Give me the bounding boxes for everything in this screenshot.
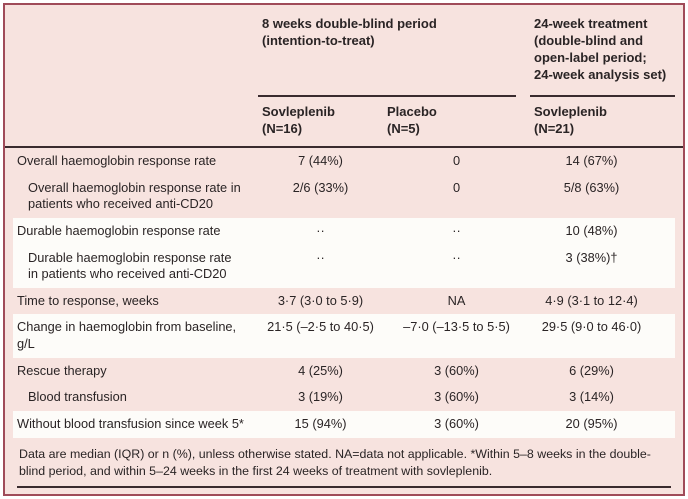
row-value: 0: [452, 153, 461, 168]
table-row: Durable haemoglobin response rate ·· ·· …: [13, 217, 675, 245]
row-label: Time to response, weeks: [17, 292, 159, 308]
column-header-sovleplenib-21: Sovleplenib (N=21): [534, 104, 607, 136]
row-value: 4·9 (3·1 to 12·4): [545, 292, 638, 308]
row-value: 7 (44%): [298, 153, 343, 168]
row-value: 14 (67%): [565, 153, 618, 168]
row-value: –7·0 (–13·5 to 5·5): [403, 319, 510, 335]
row-value: 2/6 (33%): [292, 179, 349, 195]
row-label: Rescue therapy: [17, 362, 107, 378]
row-label: Durable haemoglobin response rate in pat…: [28, 249, 232, 282]
column-group-8-weeks: 8 weeks double-blind period (intention-t…: [258, 16, 516, 97]
row-value: 21·5 (–2·5 to 40·5): [267, 319, 374, 335]
column-group-header: 8 weeks double-blind period (intention-t…: [13, 5, 675, 97]
row-value: ··: [316, 249, 325, 265]
row-label-header: [13, 104, 258, 146]
row-value: 3 (19%): [298, 389, 343, 405]
row-value: 4 (25%): [298, 362, 343, 378]
row-value: 15 (94%): [294, 415, 347, 431]
header-divider-rule: [5, 146, 683, 148]
row-value: 10 (48%): [565, 222, 618, 238]
table-row: Time to response, weeks 3·7 (3·0 to 5·9)…: [13, 288, 675, 315]
column-header-placebo-5: Placebo (N=5): [387, 104, 437, 136]
table-frame: 8 weeks double-blind period (intention-t…: [3, 3, 685, 496]
row-value: 3 (60%): [434, 389, 479, 405]
row-value: 3·7 (3·0 to 5·9): [277, 292, 364, 308]
row-value: ··: [452, 249, 461, 265]
column-header-sovleplenib-16: Sovleplenib (N=16): [262, 104, 335, 136]
table-body: Overall haemoglobin response rate 7 (44%…: [5, 148, 683, 438]
table-footnote: Data are median (IQR) or n (%), unless o…: [19, 446, 651, 478]
row-value: ··: [452, 222, 461, 238]
row-label: Blood transfusion: [28, 389, 127, 405]
table-row: Without blood transfusion since week 5* …: [13, 410, 675, 438]
bottom-rule: [17, 486, 671, 488]
table-row: Change in haemoglobin from baseline, g/L…: [13, 314, 675, 358]
row-value: 6 (29%): [569, 362, 614, 378]
table-row: Overall haemoglobin response rate in pat…: [13, 175, 675, 218]
column-group-24-week: 24-week treatment (double-blind and open…: [530, 16, 675, 97]
column-header-row: Sovleplenib (N=16) Placebo (N=5) Sovlepl…: [13, 97, 675, 146]
row-value: 3 (14%): [569, 389, 614, 405]
row-value: 3 (38%)†: [565, 249, 618, 265]
row-value: NA: [447, 292, 466, 308]
row-label: Without blood transfusion since week 5*: [17, 415, 244, 431]
table-row: Rescue therapy 4 (25%) 3 (60%) 6 (29%): [13, 358, 675, 385]
row-value: 20 (95%): [565, 415, 618, 431]
row-label: Overall haemoglobin response rate in pat…: [28, 179, 241, 212]
row-value: 29·5 (9·0 to 46·0): [541, 319, 642, 335]
row-value: 3 (60%): [434, 362, 479, 378]
row-value: 0: [452, 179, 461, 195]
table-row: Blood transfusion 3 (19%) 3 (60%) 3 (14%…: [13, 384, 675, 411]
row-value: 3 (60%): [434, 415, 479, 431]
row-label: Change in haemoglobin from baseline, g/L: [17, 319, 237, 351]
row-label: Overall haemoglobin response rate: [17, 153, 217, 168]
row-value: 5/8 (63%): [563, 179, 620, 195]
table-row: Durable haemoglobin response rate in pat…: [13, 244, 675, 288]
row-label: Durable haemoglobin response rate: [17, 222, 221, 238]
row-value: ··: [316, 222, 325, 238]
table-row: Overall haemoglobin response rate 7 (44%…: [13, 148, 675, 175]
